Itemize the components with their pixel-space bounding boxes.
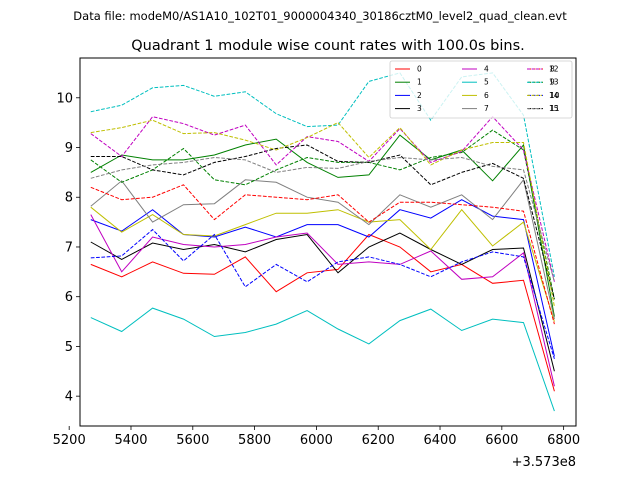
y-tick-label: 6 (65, 290, 73, 305)
x-tick-label: 6400 (423, 433, 456, 448)
y-tick-label: 5 (65, 340, 73, 355)
y-tick-label: 7 (65, 240, 73, 255)
series-line-4 (90, 214, 555, 387)
series-line-5 (90, 307, 555, 412)
legend-label-6: 6 (484, 91, 489, 100)
x-tick-label: 6800 (547, 433, 580, 448)
series-line-12 (90, 115, 555, 282)
file-label: Data file: modeM0/AS1A10_102T01_90000043… (73, 9, 567, 23)
x-tick-label: 5400 (114, 433, 147, 448)
series-line-15 (90, 156, 555, 282)
series-line-3 (90, 232, 555, 372)
legend-label-8: 8 (550, 65, 555, 74)
series-line-14 (90, 119, 555, 307)
legend-label-14: 14 (549, 91, 559, 100)
legend-label-15: 15 (549, 104, 559, 113)
legend-label-11: 11 (550, 104, 560, 113)
x-tick-label: 5800 (238, 433, 271, 448)
x-offset-label: +3.573e8 (512, 455, 576, 470)
legend-label-12: 12 (549, 65, 559, 74)
legend-label-9: 9 (550, 78, 555, 87)
x-tick-label: 5200 (53, 433, 86, 448)
x-tick-label: 5600 (176, 433, 209, 448)
legend-label-0: 0 (417, 65, 422, 74)
y-tick-label: 10 (56, 91, 73, 106)
series-line-9 (90, 129, 555, 300)
series-line-2 (90, 199, 555, 357)
legend-label-7: 7 (484, 104, 489, 113)
series-line-1 (90, 134, 555, 317)
legend-box (389, 60, 573, 119)
series-line-0 (90, 233, 555, 392)
series-layer (90, 72, 555, 412)
series-line-11 (90, 144, 555, 300)
series-line-10 (90, 228, 555, 360)
legend-label-3: 3 (417, 104, 422, 113)
legend-label-4: 4 (484, 65, 489, 74)
x-axis: 5200 5400 5600 5800 6000 6200 6400 6600 6800 (53, 426, 580, 448)
x-tick-label: 6200 (362, 433, 395, 448)
x-tick-label: 6000 (300, 433, 333, 448)
legend-label-1: 1 (417, 78, 422, 87)
legend-label-5: 5 (484, 78, 489, 87)
y-tick-label: 4 (65, 390, 73, 405)
plot-frame (79, 57, 577, 427)
series-line-6 (90, 206, 555, 322)
legend-label-10: 10 (550, 91, 560, 100)
y-tick-label: 9 (65, 141, 73, 156)
series-line-7 (90, 178, 555, 320)
y-tick-label: 8 (65, 191, 73, 206)
y-axis: 4 5 6 7 8 9 10 (56, 91, 80, 405)
chart-title: Quadrant 1 module wise count rates with … (131, 38, 525, 54)
x-tick-label: 6600 (485, 433, 518, 448)
legend-label-2: 2 (417, 91, 422, 100)
series-line-8 (90, 184, 555, 325)
legend-label-13: 13 (549, 78, 559, 87)
